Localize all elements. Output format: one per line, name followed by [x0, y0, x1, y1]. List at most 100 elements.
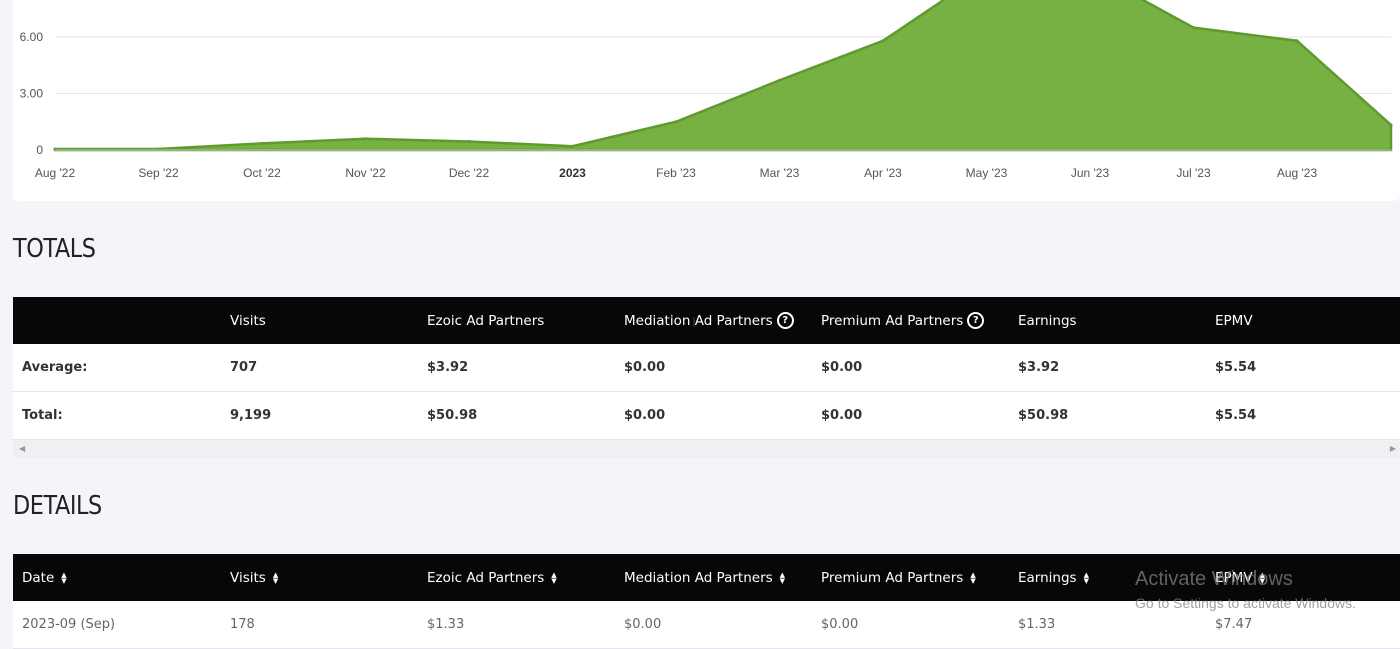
x-tick-label: Sep '22	[138, 166, 179, 180]
sort-header-premium[interactable]: Premium Ad Partners ▲ ▼	[821, 554, 976, 601]
watermark-line2: Go to Settings to activate Windows.	[1135, 595, 1356, 611]
watermark-line1: Activate Windows	[1135, 568, 1293, 590]
earnings-area-chart: 0 3.00 6.00 Aug '22 Sep '22 Oct '22 Nov '22 Dec…	[20, 0, 1393, 180]
sort-header-visits[interactable]: Visits ▲ ▼	[230, 554, 278, 601]
totals-cell: $0.00	[821, 408, 863, 423]
scroll-left-icon[interactable]: ◀	[19, 444, 26, 453]
totals-header-ezoic-label: Ezoic Ad Partners	[427, 312, 545, 329]
y-tick-label: 6.00	[20, 30, 44, 44]
data-point[interactable]	[778, 78, 781, 82]
help-icon[interactable]: ?	[776, 312, 794, 329]
x-tick-label: Oct '22	[243, 166, 281, 180]
totals-cell: $3.92	[427, 360, 469, 375]
details-header-label: Earnings	[1018, 569, 1077, 586]
totals-cell: $3.92	[1018, 360, 1060, 375]
details-cell: $1.33	[1018, 617, 1056, 632]
sort-header-epmv[interactable]: EPMV ▲ ▼	[1215, 554, 1265, 601]
totals-cell: $50.98	[1018, 408, 1069, 423]
totals-cell: 707	[230, 360, 258, 375]
details-header-label: Ezoic Ad Partners	[427, 569, 545, 586]
details-cell: $0.00	[821, 617, 859, 632]
totals-row-average: Average: 707 $3.92 $0.00 $0.00 $3.92 $5.…	[13, 344, 1400, 392]
data-point[interactable]	[1192, 26, 1195, 30]
data-point[interactable]	[1389, 123, 1393, 127]
earnings-chart-card: 0 3.00 6.00 Aug '22 Sep '22 Oct '22 Nov '22 Dec…	[13, 0, 1400, 201]
details-header-label: EPMV	[1215, 569, 1253, 586]
sort-header-mediation[interactable]: Mediation Ad Partners ▲ ▼	[624, 554, 785, 601]
details-cell: $1.33	[427, 617, 465, 632]
x-tick-label: Feb '23	[656, 166, 696, 180]
totals-header-earnings-label: Earnings	[1018, 312, 1077, 329]
data-point[interactable]	[881, 39, 885, 43]
details-header-label: Date	[22, 569, 55, 586]
x-tick-label: May '23	[966, 166, 1008, 180]
x-tick-label: Jul '23	[1176, 166, 1211, 180]
totals-header-premium-label: Premium Ad Partners	[821, 312, 964, 329]
totals-cell: $0.00	[624, 408, 666, 423]
totals-title: TOTALS	[13, 234, 96, 264]
y-tick-label: 0	[36, 143, 43, 157]
totals-cell: Average:	[22, 360, 88, 375]
totals-cell: 9,199	[230, 408, 272, 423]
earnings-area-series	[53, 0, 1393, 152]
totals-table: Visits Ezoic Ad Partners Mediation Ad Pa…	[13, 297, 1400, 440]
totals-header-premium: Premium Ad Partners ?	[821, 297, 985, 344]
totals-header-mediation: Mediation Ad Partners ?	[624, 297, 794, 344]
details-header-label: Mediation Ad Partners	[624, 569, 773, 586]
totals-cell: $50.98	[427, 408, 478, 423]
sort-header-earnings[interactable]: Earnings ▲ ▼	[1018, 554, 1089, 601]
x-tick-label: Dec '22	[449, 166, 490, 180]
y-tick-label: 3.00	[20, 87, 44, 101]
totals-header-ezoic: Ezoic Ad Partners	[427, 297, 544, 344]
totals-header-earnings: Earnings	[1018, 297, 1077, 344]
data-point[interactable]	[364, 137, 367, 141]
details-cell: 178	[230, 617, 255, 632]
windows-activation-watermark: Activate Windows Go to Settings to activ…	[1135, 568, 1356, 611]
totals-cell: $0.00	[821, 360, 863, 375]
sort-icon[interactable]: ▲ ▼	[1259, 570, 1265, 585]
details-cell: $0.00	[624, 617, 662, 632]
details-cell: 2023-09 (Sep)	[22, 617, 116, 632]
totals-header-mediation-label: Mediation Ad Partners	[624, 312, 773, 329]
x-tick-label: 2023	[559, 166, 586, 180]
details-header-row: Date ▲ ▼ Visits ▲ ▼ Ezoic Ad Partners ▲ ▼ Medi…	[13, 554, 1400, 601]
totals-header-epmv-label: EPMV	[1215, 312, 1253, 329]
data-point[interactable]	[260, 141, 264, 145]
totals-row-total: Total: 9,199 $50.98 $0.00 $0.00 $50.98 $…	[13, 392, 1400, 440]
sort-header-date[interactable]: Date ▲ ▼	[22, 554, 67, 601]
totals-header-epmv: EPMV	[1215, 297, 1253, 344]
totals-header-row: Visits Ezoic Ad Partners Mediation Ad Pa…	[13, 297, 1400, 344]
details-table: Date ▲ ▼ Visits ▲ ▼ Ezoic Ad Partners ▲ ▼ Medi…	[13, 554, 1400, 649]
details-header-label: Premium Ad Partners	[821, 569, 964, 586]
totals-header-visits: Visits	[230, 297, 266, 344]
details-cell: $7.47	[1215, 617, 1253, 632]
scroll-right-icon[interactable]: ▶	[1389, 444, 1396, 453]
sort-icon[interactable]: ▲ ▼	[551, 570, 557, 585]
data-point[interactable]	[1295, 39, 1299, 43]
help-icon[interactable]: ?	[967, 312, 985, 329]
totals-cell: $5.54	[1215, 408, 1257, 423]
sort-icon[interactable]: ▲ ▼	[1083, 570, 1089, 585]
details-title: DETAILS	[13, 491, 102, 521]
totals-cell: Total:	[22, 408, 63, 423]
sort-icon[interactable]: ▲ ▼	[779, 570, 786, 585]
x-tick-label: Jun '23	[1071, 166, 1110, 180]
x-tick-label: Nov '22	[345, 166, 386, 180]
data-point[interactable]	[571, 144, 574, 148]
sort-icon[interactable]: ▲ ▼	[61, 570, 67, 585]
text-cursor-icon: I	[692, 314, 696, 330]
totals-header-visits-label: Visits	[230, 312, 266, 329]
x-tick-label: Aug '22	[35, 166, 76, 180]
data-point[interactable]	[467, 140, 471, 144]
totals-cell: $0.00	[624, 360, 666, 375]
sort-header-ezoic[interactable]: Ezoic Ad Partners ▲ ▼	[427, 554, 557, 601]
x-tick-label: Apr '23	[864, 166, 902, 180]
totals-cell: $5.54	[1215, 360, 1257, 375]
details-header-label: Visits	[230, 569, 266, 586]
totals-horizontal-scrollbar[interactable]: ◀ ▶	[13, 440, 1400, 458]
data-point[interactable]	[674, 120, 678, 124]
sort-icon[interactable]: ▲ ▼	[970, 570, 976, 585]
x-tick-label: Aug '23	[1277, 166, 1318, 180]
x-tick-label: Mar '23	[760, 166, 800, 180]
sort-icon[interactable]: ▲ ▼	[272, 570, 279, 585]
